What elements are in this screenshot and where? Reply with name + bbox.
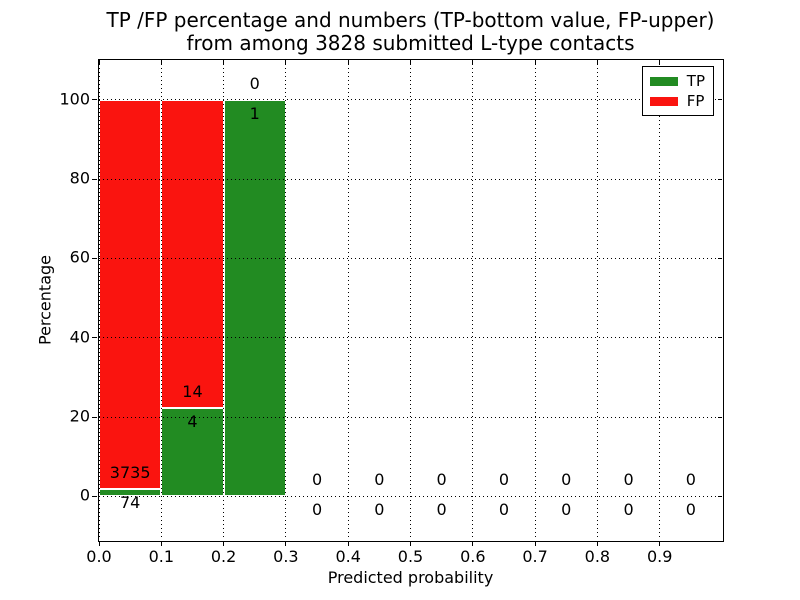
tp-count-label: 74 — [119, 492, 141, 512]
legend-label-tp: TP — [686, 72, 705, 90]
x-tick — [534, 541, 536, 546]
x-tick-top — [596, 60, 598, 64]
y-tick-label: 60 — [69, 247, 90, 267]
fp-color-swatch — [649, 96, 678, 106]
gridline-x — [347, 60, 349, 540]
tp-count-label: 1 — [249, 103, 260, 123]
x-tick-top — [472, 60, 474, 64]
y-tick-right — [718, 257, 722, 259]
x-tick — [347, 541, 349, 546]
y-tick-label: 0 — [79, 485, 90, 505]
x-axis-label: Predicted probability — [327, 568, 494, 587]
gridline-x — [534, 60, 536, 540]
fp-count-label: 0 — [623, 470, 634, 490]
x-tick — [223, 541, 225, 546]
x-tick-label: 0.5 — [397, 547, 424, 566]
y-tick — [92, 495, 97, 497]
x-tick-label: 0.3 — [273, 547, 299, 566]
x-tick — [472, 541, 474, 546]
gridline-x — [472, 60, 474, 540]
gridline-x — [659, 60, 661, 540]
x-tick-label: 0.6 — [460, 547, 486, 566]
y-tick-label: 40 — [69, 327, 90, 347]
bar-segment-fp — [99, 99, 162, 489]
x-tick — [596, 541, 598, 546]
x-tick-label: 0.0 — [86, 547, 112, 566]
y-tick — [92, 99, 97, 101]
tp-count-label: 0 — [623, 500, 634, 520]
bar-segment-tp — [223, 99, 286, 497]
tp-count-label: 0 — [498, 500, 510, 520]
y-tick-label: 100 — [59, 89, 90, 109]
x-tick — [98, 541, 100, 546]
legend-label-fp: FP — [686, 92, 705, 110]
x-tick-label: 0.7 — [522, 547, 548, 566]
chart-title: TP /FP percentage and numbers (TP-bottom… — [99, 9, 722, 55]
x-tick-label: 0.2 — [210, 547, 237, 566]
y-tick-right — [718, 337, 722, 339]
y-tick-right — [718, 495, 722, 497]
x-tick — [160, 541, 162, 546]
y-axis-label: Percentage — [35, 254, 55, 346]
tp-count-label: 0 — [311, 500, 323, 520]
fp-count-label: 0 — [311, 470, 323, 490]
tp-count-label: 0 — [561, 500, 572, 520]
tp-count-label: 0 — [685, 500, 696, 520]
x-tick-top — [160, 60, 162, 64]
fp-count-label: 0 — [374, 470, 385, 490]
gridline-x — [223, 60, 225, 540]
fp-count-label: 0 — [249, 73, 260, 93]
legend-entry-tp: TP — [649, 71, 705, 91]
gridline-x — [285, 60, 287, 540]
x-tick-top — [223, 60, 225, 64]
gridline-x — [596, 60, 598, 540]
x-tick-label: 0.9 — [646, 547, 673, 566]
x-tick — [410, 541, 411, 546]
bar-segment-fp — [161, 99, 224, 409]
x-tick-label: 0.1 — [148, 547, 175, 566]
gridline-x — [98, 60, 100, 540]
y-tick-label: 80 — [69, 168, 90, 188]
fp-count-label: 0 — [685, 470, 696, 490]
x-tick-top — [285, 60, 287, 64]
x-tick-top — [347, 60, 349, 64]
fp-count-label: 0 — [498, 470, 510, 490]
y-tick-right — [718, 416, 722, 418]
y-tick — [92, 337, 97, 339]
tp-color-swatch — [649, 76, 678, 86]
x-tick-label: 0.8 — [584, 547, 611, 566]
x-tick-top — [534, 60, 536, 64]
tp-count-label: 4 — [187, 412, 198, 432]
chart-title-line1: TP /FP percentage and numbers (TP-bottom… — [106, 8, 715, 32]
y-tick — [92, 416, 97, 418]
legend-entry-fp: FP — [649, 91, 705, 111]
tp-count-label: 0 — [436, 500, 447, 520]
plot-area: 0.0 0.1 0.2 0.3 0.4 0.5 0.6 0.7 0.8 0.9 0 20 40 60 80 1… — [59, 58, 724, 566]
tp-count-label: 0 — [374, 500, 385, 520]
legend: TP FP — [641, 66, 714, 116]
gridline-x — [160, 60, 162, 540]
x-tick-top — [98, 60, 100, 64]
fp-count-label: 14 — [182, 382, 203, 402]
x-tick — [659, 541, 661, 546]
x-tick-label: 0.4 — [335, 547, 361, 566]
y-tick-right — [718, 99, 722, 101]
y-tick-label: 20 — [69, 406, 90, 426]
chart-title-line2: from among 3828 submitted L-type contact… — [186, 31, 635, 55]
bar-segment-tp — [161, 408, 224, 497]
fp-count-label: 0 — [561, 470, 572, 490]
fp-count-label: 3735 — [109, 462, 151, 482]
x-tick-top — [410, 60, 411, 64]
y-tick — [92, 178, 97, 180]
x-tick — [285, 541, 287, 546]
gridline-x — [410, 60, 411, 540]
y-tick — [92, 257, 97, 259]
y-tick-right — [718, 178, 722, 180]
x-tick-top — [659, 60, 661, 64]
fp-count-label: 0 — [436, 470, 447, 490]
